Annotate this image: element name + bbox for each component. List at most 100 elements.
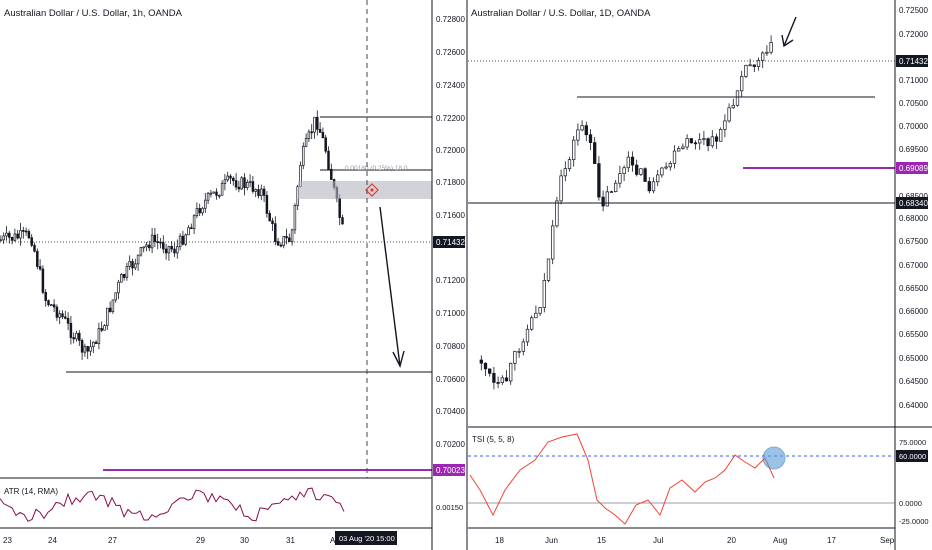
candle-body <box>181 235 185 245</box>
candle-body <box>27 231 31 239</box>
candle-body <box>735 90 740 106</box>
right-time-tick: 18 <box>495 536 504 545</box>
right-pointer-arrow[interactable] <box>781 16 797 48</box>
left-chart-title: Australian Dollar / U.S. Dollar, 1h, OAN… <box>4 8 183 19</box>
left-price-zone[interactable] <box>298 181 432 199</box>
left-price-axis[interactable]: 0.72800 0.72600 0.72400 0.72200 0.72000 0.718… <box>436 15 465 449</box>
candle-body <box>660 167 664 176</box>
left-time-tick: 27 <box>108 536 117 545</box>
candle-body <box>33 244 36 252</box>
left-price-tick: 0.70800 <box>436 342 465 351</box>
candle-body <box>282 236 285 246</box>
right-price-tick: 0.70000 <box>899 122 928 131</box>
candle-body <box>218 194 221 197</box>
right-chart-panel[interactable]: Australian Dollar / U.S. Dollar, 1D, OAN… <box>468 0 932 550</box>
candle-body <box>52 304 56 308</box>
candle-body <box>597 163 601 198</box>
left-time-axis[interactable]: 23 24 27 29 30 31 Au <box>3 536 340 545</box>
left-indicator-tick: 0.00150 <box>436 503 463 512</box>
candle-body <box>330 168 333 180</box>
left-price-tick: 0.71800 <box>436 178 465 187</box>
right-indicator-level-label: 60.0000 <box>899 452 926 461</box>
right-time-tick: 15 <box>597 536 606 545</box>
candle-body <box>24 230 28 233</box>
candle-body <box>572 139 576 161</box>
candle-body <box>262 188 266 196</box>
candle-body <box>5 232 8 237</box>
candle-body <box>150 234 154 249</box>
candle-body <box>195 208 199 217</box>
candle-body <box>212 191 215 194</box>
candle-body <box>710 136 714 147</box>
candle-body <box>131 261 134 269</box>
candle-body <box>164 248 168 254</box>
candle-body <box>525 328 530 343</box>
candle-body <box>483 362 488 370</box>
candle-body <box>546 258 551 281</box>
candle-body <box>10 237 14 241</box>
candle-body <box>13 233 17 241</box>
candle-body <box>626 156 630 169</box>
left-projection-arrow[interactable] <box>379 206 405 368</box>
candle-body <box>265 195 269 214</box>
candle-body <box>38 266 42 270</box>
candle-body <box>740 76 744 92</box>
candle-body <box>232 177 235 182</box>
candle-body <box>559 175 563 202</box>
crosshair-target-icon[interactable] <box>365 183 379 197</box>
left-chart-panel[interactable]: Australian Dollar / U.S. Dollar, 1h, OAN… <box>0 0 465 550</box>
candle-body <box>117 281 120 294</box>
left-price-tick: 0.72200 <box>436 114 465 123</box>
candle-body <box>618 173 622 184</box>
tsi-highlight-circle[interactable] <box>762 446 786 470</box>
candle-body <box>89 346 92 352</box>
candle-body <box>492 372 496 383</box>
candle-body <box>639 168 643 175</box>
candle-body <box>134 263 137 269</box>
candle-body <box>100 328 103 331</box>
candle-body <box>551 225 555 260</box>
candle-body <box>765 51 769 54</box>
candle-body <box>187 227 190 236</box>
candle-body <box>114 292 117 301</box>
candle-body <box>139 247 143 256</box>
candle-body <box>271 220 274 224</box>
candle-body <box>656 174 660 183</box>
right-price-tick: 0.69500 <box>899 145 928 154</box>
candle-body <box>310 131 313 134</box>
candle-body <box>176 246 179 254</box>
candle-body <box>220 183 224 196</box>
candle-body <box>19 230 22 239</box>
candle-body <box>727 107 731 122</box>
right-price-tick: 0.64000 <box>899 401 928 410</box>
candle-body <box>229 175 232 179</box>
right-purple-price-label: 0.69089 <box>899 164 928 173</box>
right-price-axis[interactable]: 0.72500 0.72000 0.71000 0.70500 0.70000 0.695… <box>899 6 928 410</box>
candle-body <box>338 197 341 218</box>
right-time-axis[interactable]: 18 Jun 15 Jul 20 Aug 17 Sep <box>495 536 895 545</box>
candle-body <box>55 306 59 318</box>
candle-body <box>178 235 182 248</box>
candle-body <box>274 223 277 242</box>
candle-body <box>605 191 609 207</box>
candle-body <box>276 241 280 246</box>
candle-body <box>170 246 173 250</box>
right-time-tick: 20 <box>727 536 736 545</box>
candle-body <box>64 316 67 319</box>
candle-body <box>588 134 593 143</box>
candle-body <box>321 132 325 139</box>
candle-body <box>58 313 61 318</box>
candle-body <box>672 150 677 164</box>
candle-body <box>685 138 689 148</box>
left-price-pane[interactable] <box>0 0 432 478</box>
right-current-price-label: 0.71432 <box>899 57 928 66</box>
candle-body <box>120 274 123 283</box>
candle-body <box>635 164 639 175</box>
candle-body <box>293 204 297 231</box>
left-current-price-badge: 0.71432 <box>433 236 465 248</box>
cursor-time-label: 15:00 <box>376 534 395 543</box>
candle-body <box>94 341 98 344</box>
candle-body <box>719 129 723 142</box>
candle-body <box>580 125 584 131</box>
candle-body <box>307 131 311 139</box>
